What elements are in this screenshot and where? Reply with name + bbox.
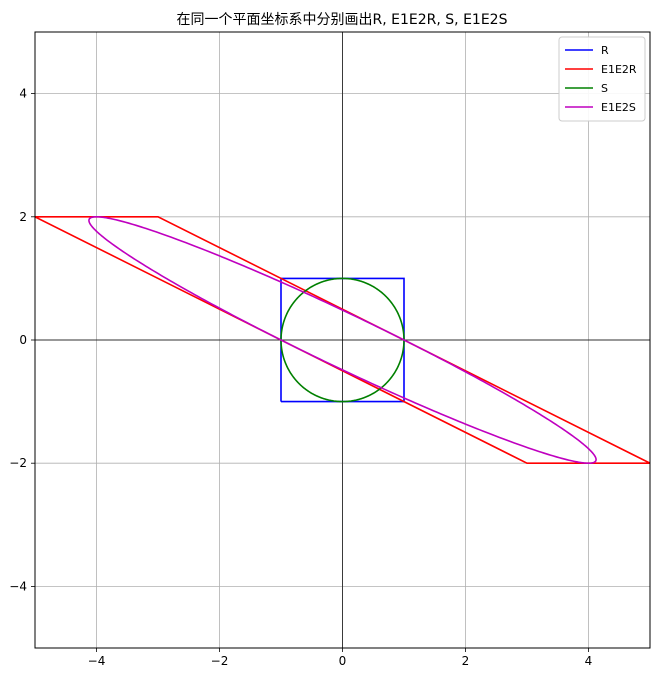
y-tick-label: −4 xyxy=(9,579,27,593)
chart-title: 在同一个平面坐标系中分别画出R, E1E2R, S, E1E2S xyxy=(177,12,508,28)
legend-label: R xyxy=(601,44,609,57)
legend-label: E1E2R xyxy=(601,63,637,76)
series-layer xyxy=(35,215,650,465)
legend-label: S xyxy=(601,82,608,95)
y-tick-label: 0 xyxy=(19,333,27,347)
series-e1e2s-line xyxy=(88,215,597,465)
series-r-line xyxy=(280,277,405,403)
x-tick-label: −4 xyxy=(88,654,106,668)
legend-box xyxy=(558,36,646,122)
y-tick-label: 2 xyxy=(19,210,27,224)
ticks: −4 −2 0 2 4 −4 −2 0 2 4 xyxy=(9,87,592,668)
y-tick-label: −2 xyxy=(9,456,27,470)
x-tick-label: −2 xyxy=(211,654,229,668)
x-tick-label: 0 xyxy=(339,654,347,668)
legend: R E1E2R S E1E2S xyxy=(558,36,646,122)
y-tick-label: 4 xyxy=(19,87,27,101)
series-e1e2r-line xyxy=(35,216,650,464)
x-tick-label: 4 xyxy=(585,654,593,668)
legend-label: E1E2S xyxy=(601,101,636,114)
x-tick-label: 2 xyxy=(462,654,470,668)
zero-axes xyxy=(35,32,650,648)
